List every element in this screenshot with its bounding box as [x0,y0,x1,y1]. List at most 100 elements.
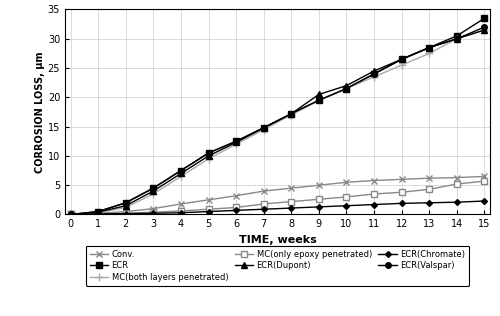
MC(both layers penetrated) [344,87,349,90]
ECR(Valspar) [426,46,432,49]
Conv. [68,213,73,216]
MC(both layers penetrated) [371,75,377,79]
MC(only epoxy penetrated) [233,206,239,210]
ECR(Dupont) [371,69,377,73]
ECR [68,213,73,216]
ECR(Dupont) [122,204,128,208]
ECR(Chromate) [316,205,322,209]
ECR(Chromate) [150,211,156,215]
ECR(Dupont) [316,93,322,96]
ECR [95,210,101,214]
Conv. [233,194,239,198]
ECR(Chromate) [371,203,377,206]
ECR(Chromate) [398,202,404,205]
ECR(Chromate) [68,213,73,216]
ECR [426,46,432,49]
ECR(Chromate) [95,212,101,216]
Conv. [260,189,266,193]
ECR(Chromate) [454,200,460,204]
MC(only epoxy penetrated) [122,211,128,215]
ECR(Dupont) [426,46,432,49]
ECR(Chromate) [288,206,294,210]
ECR [150,186,156,190]
MC(both layers penetrated) [150,192,156,196]
ECR(Valspar) [178,169,184,173]
ECR(Dupont) [260,126,266,130]
Conv. [206,198,212,202]
MC(both layers penetrated) [454,37,460,41]
Conv. [122,210,128,214]
Conv. [426,176,432,180]
ECR [122,201,128,205]
Line: ECR(Valspar): ECR(Valspar) [68,24,488,217]
ECR(Valspar) [233,139,239,143]
ECR(Dupont) [233,141,239,144]
ECR(Valspar) [68,213,73,216]
MC(only epoxy penetrated) [288,200,294,204]
ECR(Dupont) [206,154,212,158]
Line: Conv.: Conv. [67,173,488,218]
ECR(Chromate) [426,201,432,205]
Conv. [454,176,460,179]
ECR(Dupont) [95,210,101,214]
MC(only epoxy penetrated) [371,192,377,196]
Conv. [482,174,488,178]
ECR [482,16,488,20]
ECR [398,58,404,61]
MC(only epoxy penetrated) [426,187,432,191]
ECR(Valspar) [206,151,212,155]
Conv. [398,178,404,181]
MC(both layers penetrated) [233,142,239,146]
MC(both layers penetrated) [288,113,294,117]
Line: ECR: ECR [68,15,488,217]
MC(both layers penetrated) [398,63,404,67]
ECR [260,126,266,130]
MC(only epoxy penetrated) [178,209,184,213]
Conv. [344,180,349,184]
X-axis label: TIME, weeks: TIME, weeks [238,235,316,245]
ECR [344,87,349,90]
ECR(Valspar) [122,201,128,205]
MC(only epoxy penetrated) [150,210,156,214]
MC(both layers penetrated) [68,213,73,216]
ECR(Dupont) [482,28,488,32]
MC(both layers penetrated) [178,174,184,178]
MC(both layers penetrated) [206,157,212,161]
Conv. [95,211,101,215]
ECR(Dupont) [150,189,156,193]
ECR [288,112,294,116]
MC(both layers penetrated) [260,128,266,131]
ECR [371,72,377,76]
MC(both layers penetrated) [426,52,432,55]
MC(only epoxy penetrated) [454,182,460,186]
MC(both layers penetrated) [122,206,128,210]
MC(both layers penetrated) [316,98,322,102]
ECR(Valspar) [398,58,404,61]
ECR(Dupont) [454,37,460,41]
ECR(Valspar) [95,210,101,214]
MC(only epoxy penetrated) [316,198,322,201]
MC(only epoxy penetrated) [206,207,212,211]
Conv. [316,183,322,187]
ECR(Valspar) [150,186,156,190]
MC(only epoxy penetrated) [260,202,266,206]
MC(only epoxy penetrated) [482,179,488,183]
Conv. [150,207,156,210]
ECR(Chromate) [122,212,128,216]
Conv. [178,202,184,206]
ECR(Valspar) [371,72,377,76]
MC(only epoxy penetrated) [68,213,73,216]
Conv. [288,186,294,190]
ECR [206,151,212,155]
ECR(Valspar) [316,98,322,102]
ECR(Chromate) [206,210,212,214]
ECR(Dupont) [398,58,404,61]
Y-axis label: CORROSION LOSS, μm: CORROSION LOSS, μm [35,51,45,173]
ECR [454,34,460,38]
ECR(Dupont) [344,84,349,88]
MC(both layers penetrated) [95,211,101,215]
MC(only epoxy penetrated) [398,190,404,194]
Line: MC(both layers penetrated): MC(both layers penetrated) [66,26,488,219]
ECR [178,169,184,173]
MC(only epoxy penetrated) [95,212,101,216]
